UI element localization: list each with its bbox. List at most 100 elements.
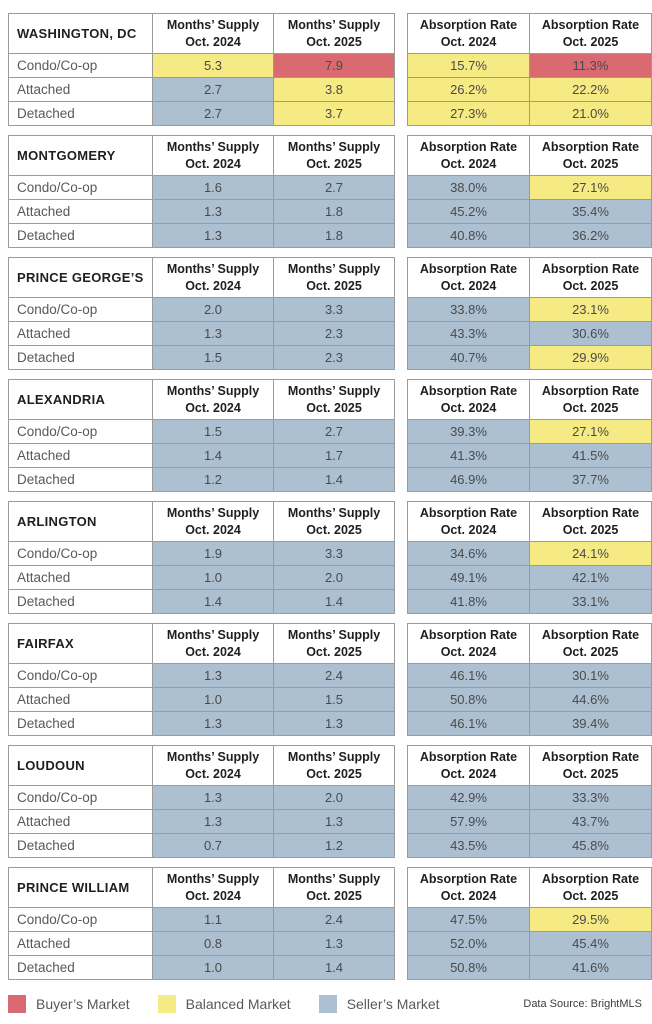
value-cell: 0.7 [152, 833, 274, 858]
table-row: 15.7% 11.3% [407, 53, 652, 78]
column-header-line2: Oct. 2024 [440, 644, 497, 659]
column-header-line2: Oct. 2024 [440, 400, 497, 415]
property-type-label: Condo/Co-op [8, 297, 153, 322]
column-header-line2: Oct. 2024 [440, 888, 497, 903]
column-header-line1: Absorption Rate [541, 750, 640, 765]
column-header: Absorption Rate Oct. 2025 [529, 623, 652, 664]
column-header-line2: Oct. 2024 [185, 766, 241, 781]
table-row: Detached 1.3 1.8 [8, 223, 395, 248]
value-cell: 1.3 [152, 809, 274, 834]
table-header-row: Absorption Rate Oct. 2024 Absorption Rate O… [407, 745, 652, 786]
column-header-line1: Absorption Rate [541, 628, 640, 643]
table-row: 49.1% 42.1% [407, 565, 652, 590]
legend-item-seller: Seller’s Market [318, 995, 440, 1013]
value-cell: 2.0 [152, 297, 274, 322]
table-row: 52.0% 45.4% [407, 931, 652, 956]
value-cell: 40.8% [407, 223, 530, 248]
table-row: Condo/Co-op 1.3 2.0 [8, 785, 395, 810]
table-row: 33.8% 23.1% [407, 297, 652, 322]
county-sections: WASHINGTON, DC Months’ Supply Oct. 2024 Mon… [8, 13, 652, 980]
column-header: Absorption Rate Oct. 2025 [529, 257, 652, 298]
property-type-label: Condo/Co-op [8, 907, 153, 932]
value-cell: 43.3% [407, 321, 530, 346]
value-cell: 22.2% [529, 77, 652, 102]
column-header: Absorption Rate Oct. 2024 [407, 501, 530, 542]
value-cell: 52.0% [407, 931, 530, 956]
column-header-line2: Oct. 2025 [562, 156, 619, 171]
column-header-line2: Oct. 2024 [185, 888, 241, 903]
table-row: Attached 1.3 2.3 [8, 321, 395, 346]
column-header-line1: Absorption Rate [541, 140, 640, 155]
value-cell: 1.3 [152, 711, 274, 736]
property-type-label: Detached [8, 345, 153, 370]
column-header: Absorption Rate Oct. 2025 [529, 135, 652, 176]
value-cell: 1.3 [152, 785, 274, 810]
column-header-line2: Oct. 2025 [306, 34, 362, 49]
county-section: MONTGOMERY Months’ Supply Oct. 2024 Months’… [8, 135, 652, 248]
value-cell: 37.7% [529, 467, 652, 492]
column-header-line2: Oct. 2025 [562, 400, 619, 415]
value-cell: 1.1 [152, 907, 274, 932]
value-cell: 2.7 [152, 101, 274, 126]
table-row: Condo/Co-op 5.3 7.9 [8, 53, 395, 78]
value-cell: 1.0 [152, 955, 274, 980]
column-header-line2: Oct. 2025 [562, 278, 619, 293]
value-cell: 41.3% [407, 443, 530, 468]
table-row: 46.9% 37.7% [407, 467, 652, 492]
property-type-label: Attached [8, 199, 153, 224]
value-cell: 57.9% [407, 809, 530, 834]
column-header-line2: Oct. 2025 [562, 766, 619, 781]
column-header-line1: Absorption Rate [541, 872, 640, 887]
table-row: Attached 1.0 2.0 [8, 565, 395, 590]
value-cell: 29.5% [529, 907, 652, 932]
column-header-line2: Oct. 2025 [306, 400, 362, 415]
column-header-line2: Oct. 2024 [185, 522, 241, 537]
table-header-row: LOUDOUN Months’ Supply Oct. 2024 Months’ Su… [8, 745, 395, 786]
column-header-line1: Absorption Rate [419, 262, 518, 277]
value-cell: 39.4% [529, 711, 652, 736]
column-header-line2: Oct. 2025 [306, 522, 362, 537]
property-type-label: Detached [8, 711, 153, 736]
table-row: 39.3% 27.1% [407, 419, 652, 444]
value-cell: 2.7 [273, 175, 395, 200]
value-cell: 33.1% [529, 589, 652, 614]
value-cell: 49.1% [407, 565, 530, 590]
column-header: Absorption Rate Oct. 2024 [407, 379, 530, 420]
property-type-label: Attached [8, 443, 153, 468]
data-source: Data Source: BrightMLS [523, 998, 642, 1010]
value-cell: 2.7 [273, 419, 395, 444]
legend-item-buyer: Buyer’s Market [8, 995, 130, 1013]
value-cell: 1.5 [152, 419, 274, 444]
value-cell: 1.5 [152, 345, 274, 370]
table-row: 42.9% 33.3% [407, 785, 652, 810]
column-header-line1: Months’ Supply [166, 140, 260, 155]
property-type-label: Attached [8, 321, 153, 346]
value-cell: 1.3 [152, 199, 274, 224]
column-header: Months’ Supply Oct. 2025 [273, 13, 395, 54]
table-header-row: Absorption Rate Oct. 2024 Absorption Rate O… [407, 135, 652, 176]
column-header-line2: Oct. 2024 [185, 644, 241, 659]
column-header-line1: Months’ Supply [287, 628, 381, 643]
value-cell: 43.7% [529, 809, 652, 834]
column-header: Months’ Supply Oct. 2025 [273, 501, 395, 542]
legend-label-balanced: Balanced Market [185, 996, 291, 1012]
months-supply-table: MONTGOMERY Months’ Supply Oct. 2024 Months’… [8, 135, 395, 248]
column-header-line2: Oct. 2025 [306, 644, 362, 659]
value-cell: 1.3 [273, 931, 395, 956]
value-cell: 45.8% [529, 833, 652, 858]
value-cell: 45.4% [529, 931, 652, 956]
column-header: Months’ Supply Oct. 2025 [273, 379, 395, 420]
property-type-label: Detached [8, 467, 153, 492]
column-header-line1: Months’ Supply [166, 262, 260, 277]
county-name: MONTGOMERY [8, 135, 153, 176]
column-header: Months’ Supply Oct. 2025 [273, 257, 395, 298]
value-cell: 1.0 [152, 565, 274, 590]
value-cell: 1.8 [273, 199, 395, 224]
county-name: PRINCE WILLIAM [8, 867, 153, 908]
table-row: Condo/Co-op 1.1 2.4 [8, 907, 395, 932]
property-type-label: Attached [8, 77, 153, 102]
column-header-line1: Months’ Supply [166, 18, 260, 33]
value-cell: 30.1% [529, 663, 652, 688]
county-name: LOUDOUN [8, 745, 153, 786]
table-row: 50.8% 41.6% [407, 955, 652, 980]
